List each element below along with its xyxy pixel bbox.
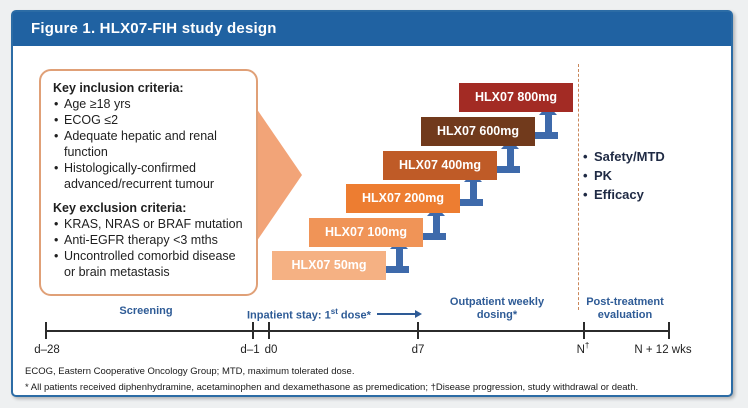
- phase-screening-label: Screening: [119, 305, 173, 317]
- phase-inpatient-text: Inpatient stay: 1st dose*: [247, 307, 371, 322]
- timeline-tick: [417, 322, 419, 339]
- exclusion-item: KRAS, NRAS or BRAF mutation: [53, 216, 246, 232]
- inclusion-item: Adequate hepatic and renal function: [53, 128, 246, 160]
- inclusion-heading: Key inclusion criteria:: [53, 81, 184, 95]
- dose-step-50mg: HLX07 50mg: [272, 251, 386, 280]
- timeline-tick: [45, 322, 47, 339]
- exclusion-criteria: Key exclusion criteria: KRAS, NRAS or BR…: [53, 200, 246, 280]
- dashed-separator-line: [578, 64, 579, 310]
- endpoint-item: Safety/MTD: [583, 147, 665, 166]
- timeline-tick: [583, 322, 585, 339]
- tick-label-d-1: d–1: [240, 343, 260, 356]
- tick-label-d0: d0: [264, 343, 278, 356]
- phase-outpatient-label: Outpatient weekly dosing*: [449, 296, 545, 321]
- exclusion-item: Uncontrolled comorbid disease or brain m…: [53, 248, 246, 280]
- figure-title: Figure 1. HLX07-FIH study design: [13, 12, 731, 46]
- funnel-arrow-icon: [252, 102, 302, 248]
- inpatient-arrow-icon: [376, 312, 415, 315]
- timeline-tick: [268, 322, 270, 339]
- inpatient-arrowhead-icon: [414, 309, 422, 318]
- escalation-arrow-icon: [507, 148, 514, 173]
- footnotes: ECOG, Eastern Cooperative Oncology Group…: [25, 364, 638, 396]
- inclusion-criteria: Key inclusion criteria: Age ≥18 yrs ECOG…: [53, 80, 246, 192]
- exclusion-item: Anti-EGFR therapy <3 mths: [53, 232, 246, 248]
- dose-step-200mg: HLX07 200mg: [346, 184, 460, 213]
- dose-step-600mg: HLX07 600mg: [421, 117, 535, 146]
- escalation-arrow-icon: [433, 215, 440, 240]
- tick-label-n12wks: N + 12 wks: [634, 343, 692, 356]
- phase-posttreatment-label: Post-treatment evaluation: [586, 296, 664, 321]
- escalation-arrow-icon: [470, 181, 477, 206]
- dose-step-100mg: HLX07 100mg: [309, 218, 423, 247]
- tick-label-n: N†: [576, 341, 590, 356]
- figure-canvas: Key inclusion criteria: Age ≥18 yrs ECOG…: [13, 48, 731, 395]
- tick-label-d7: d7: [411, 343, 425, 356]
- footnote-abbreviations: ECOG, Eastern Cooperative Oncology Group…: [25, 366, 355, 377]
- endpoint-item: PK: [583, 166, 665, 185]
- inclusion-item: Histologically-confirmed advanced/recurr…: [53, 160, 246, 192]
- dose-step-400mg: HLX07 400mg: [383, 151, 497, 180]
- timeline-axis: [45, 330, 670, 332]
- exclusion-heading: Key exclusion criteria:: [53, 201, 187, 215]
- inclusion-item: ECOG ≤2: [53, 112, 246, 128]
- dose-step-800mg: HLX07 800mg: [459, 83, 573, 112]
- timeline-tick: [668, 322, 670, 339]
- figure-panel: Figure 1. HLX07-FIH study design Key inc…: [11, 10, 733, 397]
- timeline-tick: [252, 322, 254, 339]
- criteria-box: Key inclusion criteria: Age ≥18 yrs ECOG…: [39, 69, 258, 296]
- inclusion-item: Age ≥18 yrs: [53, 96, 246, 112]
- endpoints-list: Safety/MTD PK Efficacy: [583, 147, 665, 204]
- footnote-premedication: * All patients received diphenhydramine,…: [25, 382, 639, 393]
- phase-inpatient-label: Inpatient stay: 1st dose*: [247, 305, 422, 323]
- escalation-arrow-icon: [545, 114, 552, 139]
- endpoint-item: Efficacy: [583, 185, 665, 204]
- tick-label-d-28: d–28: [34, 343, 60, 356]
- escalation-arrow-icon: [396, 248, 403, 273]
